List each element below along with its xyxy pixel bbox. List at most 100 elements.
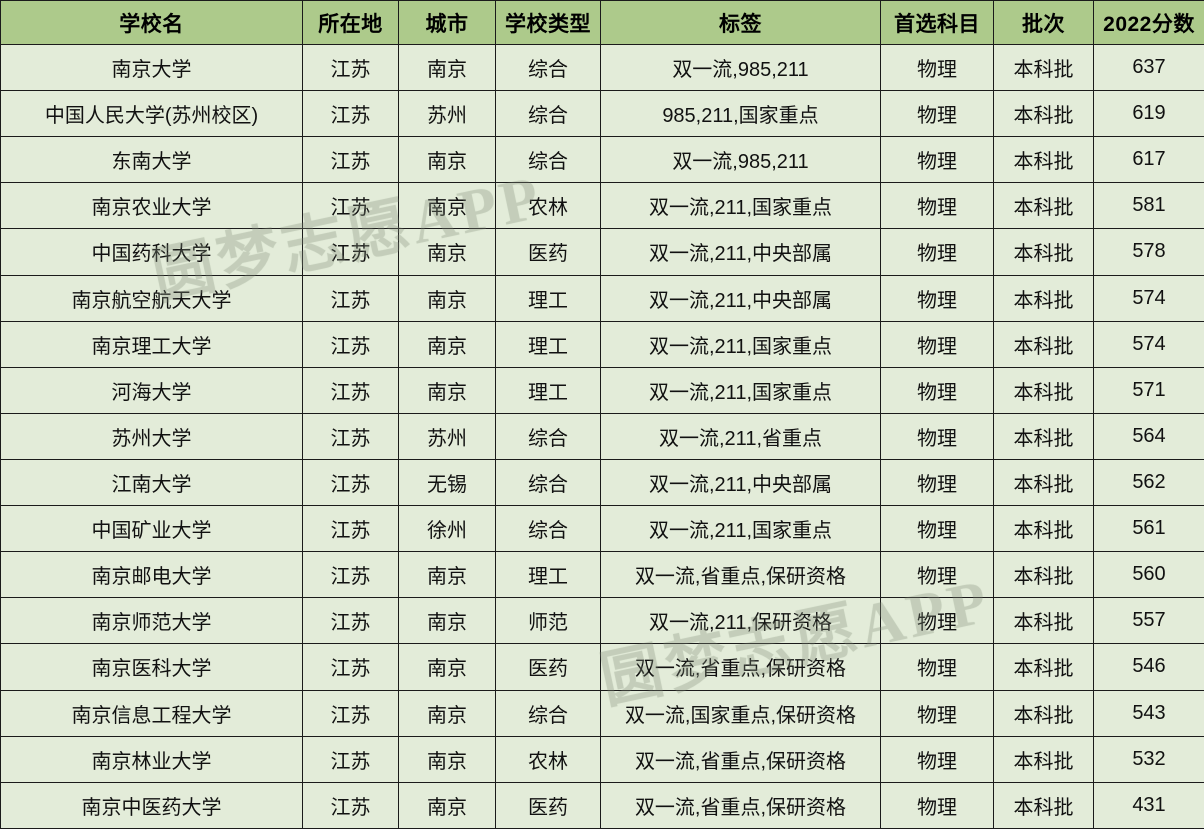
cell-type: 农林: [495, 182, 601, 230]
cell-city: 南京: [398, 228, 496, 276]
cell-batch: 本科批: [993, 136, 1094, 184]
table-row[interactable]: 南京林业大学 江苏 南京 农林 双一流,省重点,保研资格 物理 本科批 532: [0, 735, 1204, 783]
cell-subject: 物理: [880, 320, 994, 368]
cell-province: 江苏: [302, 735, 399, 783]
table-row[interactable]: 南京航空航天大学 江苏 南京 理工 双一流,211,中央部属 物理 本科批 574: [0, 274, 1204, 322]
table-row[interactable]: 南京邮电大学 江苏 南京 理工 双一流,省重点,保研资格 物理 本科批 560: [0, 551, 1204, 599]
column-header-score[interactable]: 2022分数: [1093, 0, 1204, 45]
cell-city: 南京: [398, 597, 496, 645]
cell-city: 南京: [398, 182, 496, 230]
cell-tags: 双一流,省重点,保研资格: [600, 781, 881, 829]
cell-school: 江南大学: [0, 458, 303, 507]
cell-subject: 物理: [880, 781, 994, 829]
cell-city: 南京: [398, 274, 496, 322]
cell-school: 中国药科大学: [0, 228, 303, 276]
cell-type: 综合: [495, 136, 601, 184]
table-row[interactable]: 南京大学 江苏 南京 综合 双一流,985,211 物理 本科批 637: [0, 43, 1204, 92]
column-header-tags[interactable]: 标签: [600, 0, 881, 45]
cell-batch: 本科批: [993, 735, 1094, 783]
cell-province: 江苏: [302, 228, 399, 276]
column-header-school[interactable]: 学校名: [0, 0, 303, 45]
table-row[interactable]: 河海大学 江苏 南京 理工 双一流,211,国家重点 物理 本科批 571: [0, 366, 1204, 414]
cell-city: 南京: [398, 136, 496, 184]
cell-subject: 物理: [880, 458, 994, 507]
cell-province: 江苏: [302, 90, 399, 138]
cell-subject: 物理: [880, 366, 994, 414]
table-row[interactable]: 南京师范大学 江苏 南京 师范 双一流,211,保研资格 物理 本科批 557: [0, 597, 1204, 645]
cell-batch: 本科批: [993, 643, 1094, 691]
table-body: 南京大学 江苏 南京 综合 双一流,985,211 物理 本科批 637 中国人民大学(苏州校区…: [0, 43, 1204, 829]
cell-score: 560: [1093, 551, 1204, 599]
cell-tags: 双一流,211,国家重点: [600, 320, 881, 368]
cell-province: 江苏: [302, 274, 399, 322]
cell-city: 无锡: [398, 458, 496, 507]
cell-school: 东南大学: [0, 136, 303, 184]
table-row[interactable]: 南京理工大学 江苏 南京 理工 双一流,211,国家重点 物理 本科批 574: [0, 320, 1204, 368]
table-row[interactable]: 中国药科大学 江苏 南京 医药 双一流,211,中央部属 物理 本科批 578: [0, 228, 1204, 276]
table-row[interactable]: 中国人民大学(苏州校区) 江苏 苏州 综合 985,211,国家重点 物理 本科批 619: [0, 90, 1204, 138]
column-header-subject[interactable]: 首选科目: [880, 0, 994, 45]
table-row[interactable]: 南京医科大学 江苏 南京 医药 双一流,省重点,保研资格 物理 本科批 546: [0, 643, 1204, 691]
cell-score: 581: [1093, 182, 1204, 230]
cell-province: 江苏: [302, 505, 399, 553]
cell-subject: 物理: [880, 274, 994, 322]
cell-tags: 双一流,国家重点,保研资格: [600, 689, 881, 737]
cell-type: 理工: [495, 320, 601, 368]
table-row[interactable]: 南京信息工程大学 江苏 南京 综合 双一流,国家重点,保研资格 物理 本科批 543: [0, 689, 1204, 737]
cell-province: 江苏: [302, 458, 399, 507]
cell-score: 637: [1093, 43, 1204, 92]
cell-batch: 本科批: [993, 43, 1094, 92]
cell-score: 574: [1093, 274, 1204, 322]
cell-school: 南京农业大学: [0, 182, 303, 230]
cell-city: 南京: [398, 43, 496, 92]
cell-score: 617: [1093, 136, 1204, 184]
table-row[interactable]: 东南大学 江苏 南京 综合 双一流,985,211 物理 本科批 617: [0, 136, 1204, 184]
cell-type: 师范: [495, 597, 601, 645]
cell-tags: 双一流,省重点,保研资格: [600, 735, 881, 783]
cell-batch: 本科批: [993, 90, 1094, 138]
cell-city: 徐州: [398, 505, 496, 553]
cell-type: 综合: [495, 689, 601, 737]
cell-batch: 本科批: [993, 551, 1094, 599]
table-row[interactable]: 南京中医药大学 江苏 南京 医药 双一流,省重点,保研资格 物理 本科批 431: [0, 781, 1204, 829]
cell-subject: 物理: [880, 228, 994, 276]
cell-type: 综合: [495, 505, 601, 553]
cell-tags: 双一流,省重点,保研资格: [600, 551, 881, 599]
cell-score: 543: [1093, 689, 1204, 737]
table-row[interactable]: 江南大学 江苏 无锡 综合 双一流,211,中央部属 物理 本科批 562: [0, 458, 1204, 507]
table-header-row: 学校名 所在地 城市 学校类型 标签 首选科目 批次 2022分数: [0, 0, 1204, 45]
cell-province: 江苏: [302, 182, 399, 230]
cell-school: 中国矿业大学: [0, 505, 303, 553]
cell-school: 南京理工大学: [0, 320, 303, 368]
column-header-city[interactable]: 城市: [398, 0, 496, 45]
cell-province: 江苏: [302, 43, 399, 92]
cell-subject: 物理: [880, 136, 994, 184]
cell-type: 医药: [495, 781, 601, 829]
cell-score: 562: [1093, 458, 1204, 507]
table-row[interactable]: 南京农业大学 江苏 南京 农林 双一流,211,国家重点 物理 本科批 581: [0, 182, 1204, 230]
column-header-province[interactable]: 所在地: [302, 0, 399, 45]
table-row[interactable]: 中国矿业大学 江苏 徐州 综合 双一流,211,国家重点 物理 本科批 561: [0, 505, 1204, 553]
cell-type: 农林: [495, 735, 601, 783]
cell-province: 江苏: [302, 551, 399, 599]
cell-city: 苏州: [398, 90, 496, 138]
cell-tags: 985,211,国家重点: [600, 90, 881, 138]
cell-batch: 本科批: [993, 689, 1094, 737]
cell-school: 南京邮电大学: [0, 551, 303, 599]
cell-city: 南京: [398, 366, 496, 414]
cell-subject: 物理: [880, 643, 994, 691]
column-header-batch[interactable]: 批次: [993, 0, 1094, 45]
column-header-type[interactable]: 学校类型: [495, 0, 601, 45]
table-row[interactable]: 苏州大学 江苏 苏州 综合 双一流,211,省重点 物理 本科批 564: [0, 412, 1204, 460]
cell-score: 619: [1093, 90, 1204, 138]
cell-province: 江苏: [302, 366, 399, 414]
cell-tags: 双一流,211,中央部属: [600, 458, 881, 507]
cell-subject: 物理: [880, 735, 994, 783]
cell-province: 江苏: [302, 643, 399, 691]
cell-tags: 双一流,985,211: [600, 43, 881, 92]
cell-subject: 物理: [880, 90, 994, 138]
cell-province: 江苏: [302, 136, 399, 184]
cell-type: 综合: [495, 43, 601, 92]
